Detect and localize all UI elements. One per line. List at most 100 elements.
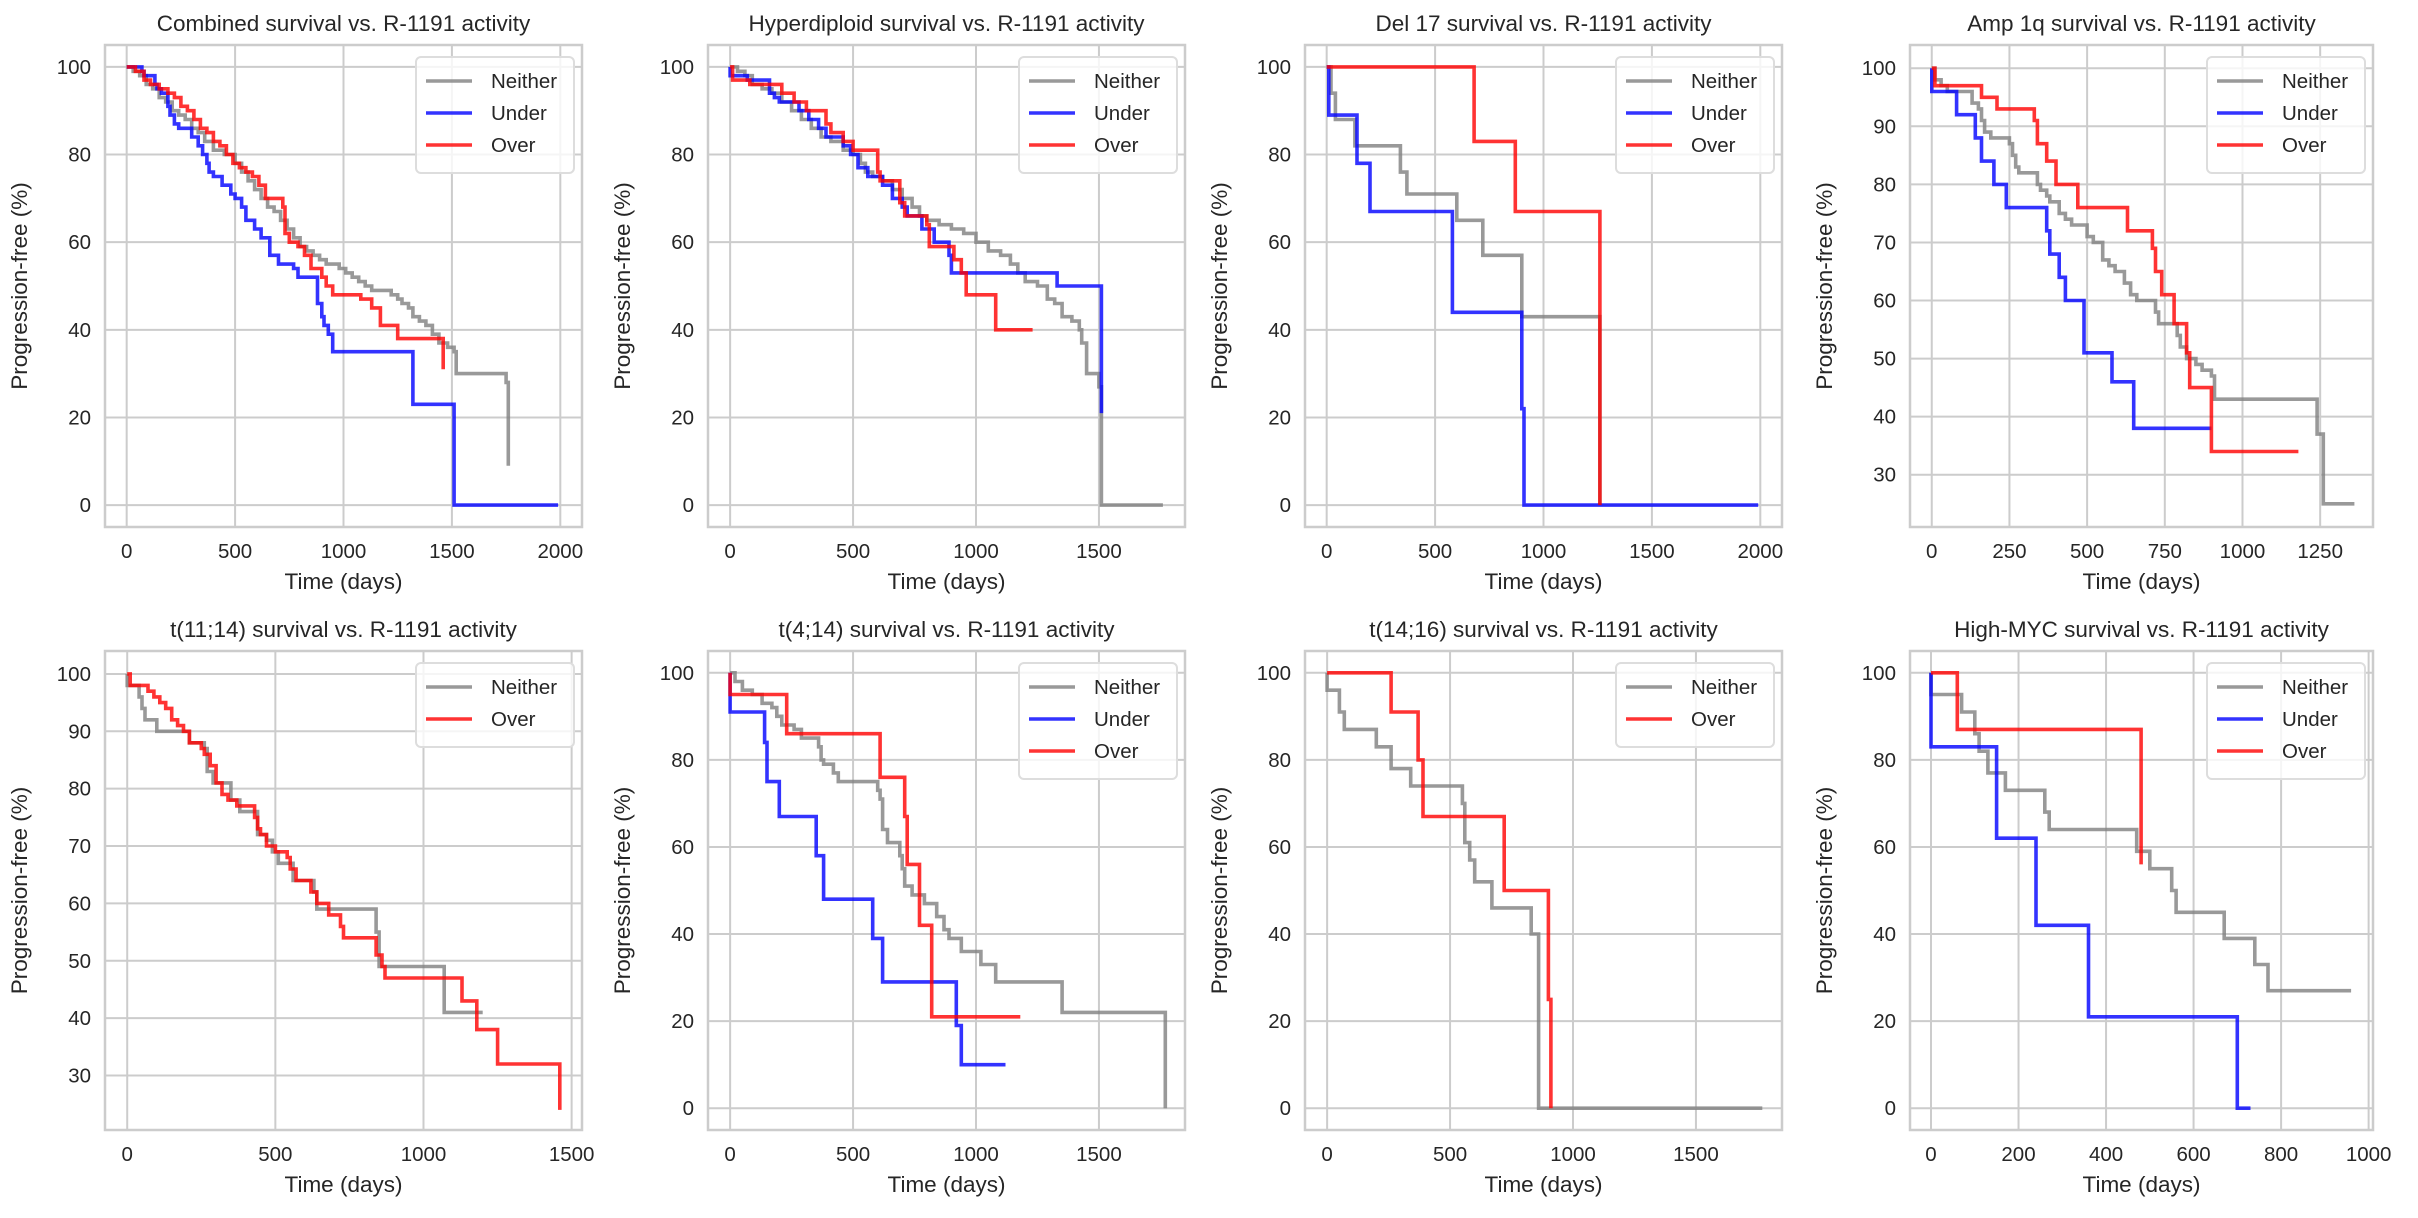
x-axis-label: Time (days) bbox=[888, 569, 1006, 594]
series-line-over bbox=[730, 65, 1033, 332]
y-tick-label: 30 bbox=[68, 1065, 91, 1088]
legend-label-under: Under bbox=[1691, 102, 1747, 125]
axes-frame bbox=[706, 43, 1187, 529]
legend-label-under: Under bbox=[1094, 708, 1150, 731]
y-tick-label: 100 bbox=[1862, 57, 1896, 80]
x-tick-label: 200 bbox=[2001, 1143, 2035, 1166]
axes-frame bbox=[1908, 43, 2375, 529]
y-tick-label: 80 bbox=[671, 144, 694, 167]
legend-box bbox=[1615, 662, 1775, 748]
y-tick-label: 100 bbox=[1257, 56, 1291, 79]
y-axis-label: Progression-free (%) bbox=[1207, 787, 1232, 995]
x-tick-label: 2000 bbox=[1738, 540, 1784, 563]
x-tick-label: 800 bbox=[2264, 1143, 2298, 1166]
axes-frame bbox=[1303, 43, 1784, 529]
y-tick-label: 80 bbox=[1268, 749, 1291, 772]
panel-hyperdiploid: 0 500 1000 1500 0 20 40 60 80 100 Hyperdiploid sur… bbox=[610, 11, 1187, 594]
y-axis-label: Progression-free (%) bbox=[7, 182, 32, 390]
legend: Neither Under Over bbox=[1615, 56, 1775, 174]
legend-label-over: Over bbox=[491, 708, 536, 731]
legend-label-neither: Neither bbox=[1691, 70, 1757, 93]
y-tick-label: 60 bbox=[68, 892, 91, 915]
series-line-under bbox=[126, 65, 559, 507]
x-tick-label: 1500 bbox=[429, 540, 475, 563]
x-tick-label: 250 bbox=[1992, 540, 2026, 563]
legend-label-over: Over bbox=[1691, 134, 1736, 157]
y-tick-label: 90 bbox=[68, 720, 91, 743]
x-tick-label: 500 bbox=[258, 1143, 292, 1166]
y-tick-label: 100 bbox=[57, 56, 91, 79]
x-tick-label: 2000 bbox=[538, 540, 584, 563]
y-tick-label: 60 bbox=[1873, 290, 1896, 313]
y-tick-label: 80 bbox=[68, 778, 91, 801]
legend: Neither Under Over bbox=[415, 56, 575, 174]
legend-label-neither: Neither bbox=[2282, 70, 2348, 93]
legend-label-neither: Neither bbox=[1094, 70, 1160, 93]
x-tick-label: 500 bbox=[2070, 540, 2104, 563]
series-line-over bbox=[1326, 65, 1602, 506]
x-axis-label: Time (days) bbox=[1485, 569, 1603, 594]
series-line-neither bbox=[1326, 65, 1602, 506]
chart-title: t(11;14) survival vs. R-1191 activity bbox=[170, 617, 518, 642]
legend: Neither Under Over bbox=[1018, 56, 1178, 174]
series-line-over bbox=[126, 65, 445, 370]
y-tick-label: 40 bbox=[1268, 923, 1291, 946]
legend-label-neither: Neither bbox=[1094, 676, 1160, 699]
axes-frame bbox=[1908, 649, 2375, 1132]
panel-t-14-16: 0 500 1000 1500 0 20 40 60 80 100 t(14;16) surviva… bbox=[1207, 617, 1784, 1197]
legend-label-over: Over bbox=[491, 134, 536, 157]
series-line-over bbox=[1931, 66, 2299, 454]
x-tick-label: 0 bbox=[1321, 540, 1332, 563]
x-axis-label: Time (days) bbox=[1485, 1172, 1603, 1197]
y-tick-label: 0 bbox=[80, 494, 91, 517]
y-tick-label: 60 bbox=[1268, 836, 1291, 859]
series-line-under bbox=[1929, 672, 2251, 1110]
x-tick-label: 600 bbox=[2176, 1143, 2210, 1166]
x-axis-label: Time (days) bbox=[285, 1172, 403, 1197]
y-tick-label: 60 bbox=[1873, 836, 1896, 859]
panel-high-myc: 0 200 400 600 800 1000 0 20 40 60 80 100 High-MYC su… bbox=[1812, 617, 2391, 1197]
x-tick-label: 1000 bbox=[401, 1143, 447, 1166]
y-tick-label: 0 bbox=[683, 1097, 694, 1120]
y-axis-label: Progression-free (%) bbox=[1812, 787, 1837, 995]
y-tick-label: 60 bbox=[671, 231, 694, 254]
y-tick-label: 100 bbox=[1257, 662, 1291, 685]
axes-frame bbox=[103, 43, 584, 529]
series-line-neither bbox=[730, 671, 1168, 1109]
y-tick-label: 80 bbox=[671, 749, 694, 772]
y-tick-label: 40 bbox=[671, 319, 694, 342]
legend-label-over: Over bbox=[1094, 740, 1139, 763]
panel-t-4-14: 0 500 1000 1500 0 20 40 60 80 100 t(4;14) survival… bbox=[610, 617, 1187, 1197]
legend-label-under: Under bbox=[2282, 708, 2338, 731]
y-tick-label: 0 bbox=[1885, 1097, 1896, 1120]
legend-label-neither: Neither bbox=[491, 70, 557, 93]
series-line-neither bbox=[1929, 672, 2352, 993]
x-tick-label: 500 bbox=[836, 540, 870, 563]
y-tick-label: 40 bbox=[671, 923, 694, 946]
legend-label-neither: Neither bbox=[1691, 676, 1757, 699]
series-line-under bbox=[1930, 68, 2212, 431]
x-axis-label: Time (days) bbox=[285, 569, 403, 594]
y-axis-label: Progression-free (%) bbox=[1207, 182, 1232, 390]
y-tick-label: 70 bbox=[1873, 231, 1896, 254]
legend: Neither Under Over bbox=[2206, 662, 2366, 780]
series-line-under bbox=[1326, 65, 1759, 507]
y-tick-label: 100 bbox=[660, 56, 694, 79]
legend: Neither Over bbox=[415, 662, 575, 748]
y-tick-label: 20 bbox=[671, 1010, 694, 1033]
y-axis-label: Progression-free (%) bbox=[610, 182, 635, 390]
axes-frame bbox=[1303, 649, 1784, 1132]
x-tick-label: 0 bbox=[121, 540, 132, 563]
series-line-under bbox=[728, 672, 1006, 1067]
legend: Neither Under Over bbox=[1018, 662, 1178, 780]
x-tick-label: 400 bbox=[2089, 1143, 2123, 1166]
x-tick-label: 0 bbox=[1926, 540, 1937, 563]
legend-label-under: Under bbox=[491, 102, 547, 125]
chart-title: t(14;16) survival vs. R-1191 activity bbox=[1369, 617, 1718, 642]
chart-title: Hyperdiploid survival vs. R-1191 activit… bbox=[749, 11, 1146, 36]
series-line-over bbox=[127, 672, 562, 1110]
y-tick-label: 20 bbox=[68, 406, 91, 429]
y-tick-label: 80 bbox=[68, 144, 91, 167]
legend-label-over: Over bbox=[1094, 134, 1139, 157]
